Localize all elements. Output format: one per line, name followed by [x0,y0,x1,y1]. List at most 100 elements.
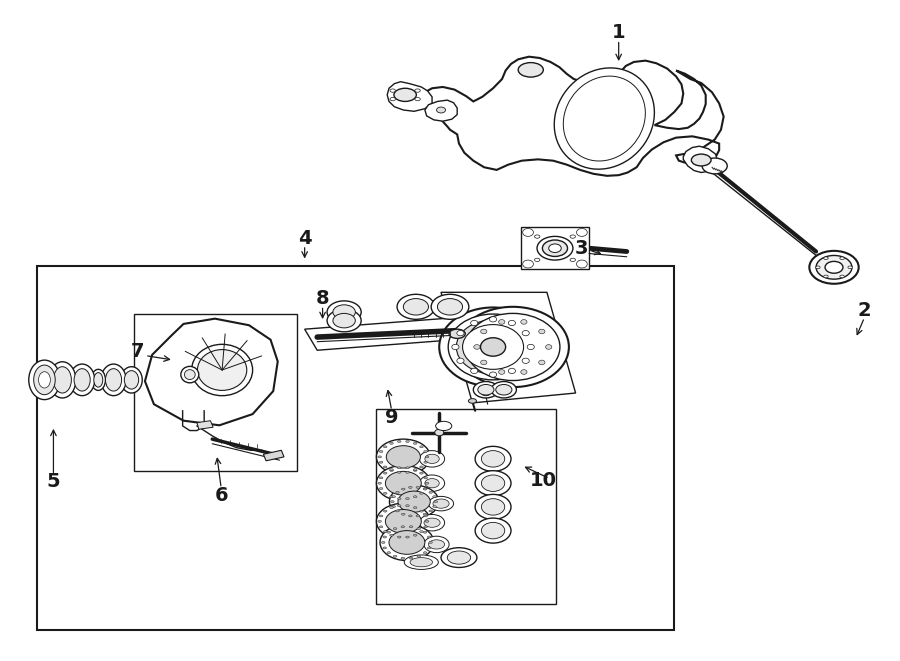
Ellipse shape [415,97,420,100]
Ellipse shape [397,294,435,319]
Ellipse shape [535,235,540,238]
Ellipse shape [401,525,405,527]
Ellipse shape [387,552,391,554]
Ellipse shape [518,63,544,77]
Ellipse shape [434,500,437,502]
Ellipse shape [382,536,386,538]
Ellipse shape [383,446,387,447]
Ellipse shape [475,446,511,471]
Ellipse shape [449,329,465,338]
Ellipse shape [521,369,527,374]
Ellipse shape [74,369,90,391]
Ellipse shape [496,385,512,395]
Ellipse shape [521,320,527,324]
Ellipse shape [424,526,428,528]
Ellipse shape [398,440,401,442]
Ellipse shape [824,257,828,260]
Ellipse shape [508,321,516,326]
Ellipse shape [554,68,654,169]
Ellipse shape [482,391,490,396]
Ellipse shape [413,506,417,508]
Ellipse shape [425,479,439,488]
Ellipse shape [39,371,50,388]
Ellipse shape [376,465,430,501]
Text: 7: 7 [131,342,145,361]
Ellipse shape [475,518,511,543]
Ellipse shape [570,235,575,238]
Ellipse shape [424,477,428,479]
Ellipse shape [468,399,476,403]
Ellipse shape [419,451,445,467]
Ellipse shape [392,496,395,498]
Ellipse shape [490,317,497,322]
Ellipse shape [436,107,446,113]
Polygon shape [441,292,576,403]
Ellipse shape [386,446,420,468]
Ellipse shape [437,299,463,315]
Ellipse shape [382,541,385,543]
Ellipse shape [815,266,820,268]
Ellipse shape [424,536,449,553]
Ellipse shape [463,325,524,369]
Ellipse shape [456,320,530,374]
Ellipse shape [379,451,382,453]
Ellipse shape [577,260,588,268]
Ellipse shape [378,456,382,458]
Ellipse shape [539,329,545,334]
Ellipse shape [192,344,253,396]
Ellipse shape [409,515,412,517]
Ellipse shape [433,506,436,508]
Polygon shape [304,317,473,350]
Ellipse shape [413,496,417,498]
Ellipse shape [393,527,397,529]
Ellipse shape [439,307,547,387]
Ellipse shape [385,471,421,495]
Ellipse shape [840,275,844,278]
Ellipse shape [424,451,428,453]
Text: 2: 2 [858,301,871,320]
Ellipse shape [475,471,511,496]
Text: 6: 6 [214,486,228,504]
Ellipse shape [327,309,361,332]
Ellipse shape [383,510,387,512]
Ellipse shape [410,558,433,566]
Ellipse shape [543,240,568,256]
Ellipse shape [417,527,420,529]
Ellipse shape [522,358,529,364]
Ellipse shape [428,496,454,511]
Text: 9: 9 [385,408,399,427]
Ellipse shape [423,488,427,490]
Ellipse shape [816,255,852,279]
Ellipse shape [522,330,529,336]
Ellipse shape [403,299,428,315]
Ellipse shape [563,76,645,161]
Ellipse shape [383,466,387,468]
Ellipse shape [378,520,382,522]
Ellipse shape [431,294,469,319]
Ellipse shape [379,515,382,517]
Ellipse shape [424,461,428,463]
Ellipse shape [471,368,478,373]
Ellipse shape [491,381,517,398]
Ellipse shape [401,513,405,515]
Ellipse shape [390,534,393,536]
Ellipse shape [527,344,535,350]
Ellipse shape [416,486,419,488]
Ellipse shape [424,515,428,517]
Ellipse shape [390,485,439,518]
Ellipse shape [549,244,562,253]
Ellipse shape [433,496,436,498]
Ellipse shape [396,510,400,512]
Ellipse shape [390,469,393,471]
Ellipse shape [53,367,71,393]
Ellipse shape [404,555,438,569]
Ellipse shape [481,360,487,365]
Ellipse shape [419,466,423,468]
Ellipse shape [197,350,247,391]
Ellipse shape [416,515,419,517]
Ellipse shape [577,229,588,237]
Ellipse shape [393,555,397,557]
Ellipse shape [413,469,417,471]
Ellipse shape [121,367,142,393]
Ellipse shape [537,237,573,260]
